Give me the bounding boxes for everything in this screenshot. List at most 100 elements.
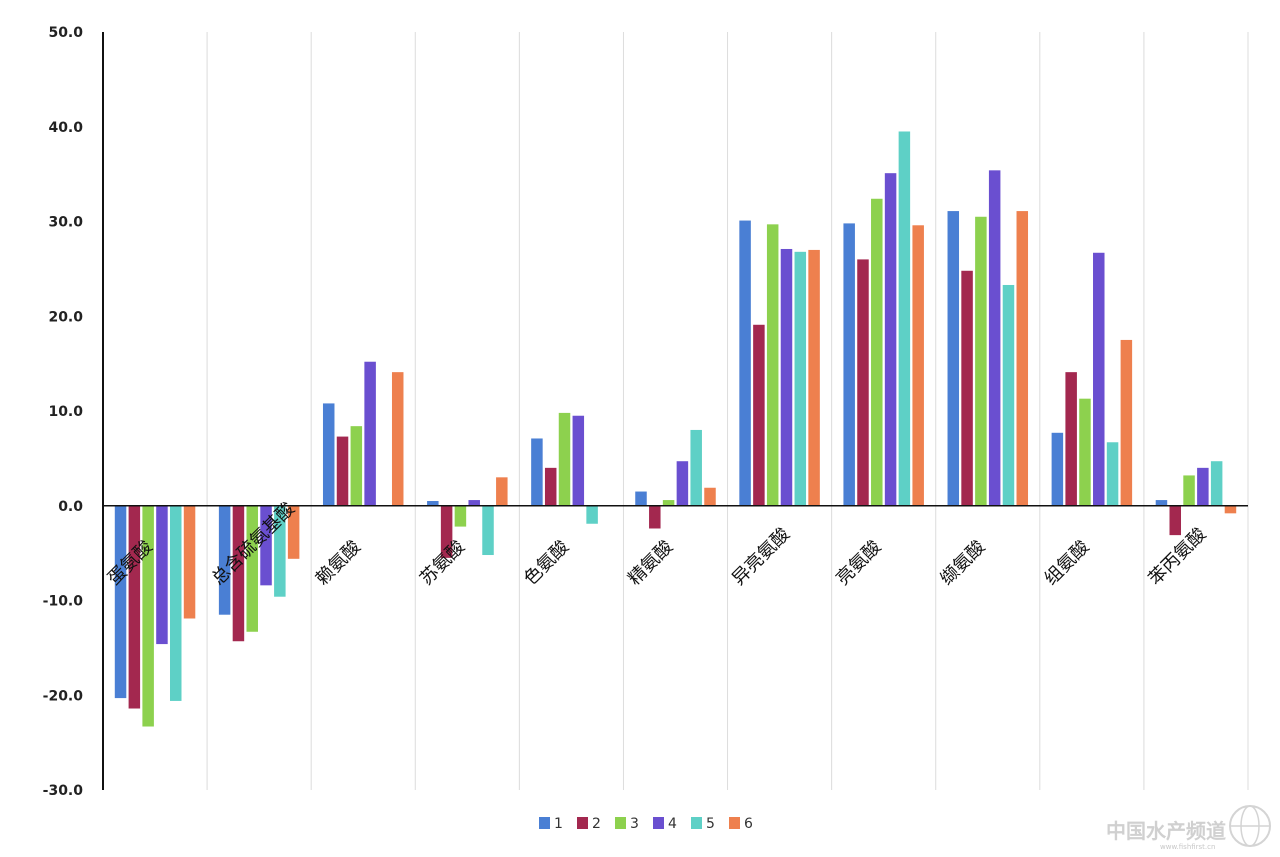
bar bbox=[391, 372, 404, 506]
y-tick-label: 10.0 bbox=[48, 404, 83, 420]
bar bbox=[544, 467, 557, 506]
bar bbox=[1079, 398, 1091, 506]
bar bbox=[843, 223, 855, 506]
bar bbox=[898, 131, 911, 506]
bar bbox=[260, 505, 272, 586]
bar bbox=[1065, 372, 1077, 506]
bar bbox=[1120, 339, 1133, 506]
x-category-label: 亮氨酸 bbox=[832, 537, 885, 590]
bar bbox=[156, 505, 168, 645]
y-tick-label: 20.0 bbox=[48, 309, 83, 325]
bar bbox=[482, 505, 494, 556]
y-tick-label: -30.0 bbox=[43, 783, 84, 799]
bar bbox=[322, 403, 335, 506]
bar bbox=[884, 173, 897, 506]
bar bbox=[988, 170, 1001, 506]
bar bbox=[1106, 442, 1119, 506]
bar bbox=[1224, 505, 1237, 514]
bar bbox=[912, 225, 924, 506]
bar bbox=[232, 505, 245, 642]
bar bbox=[1051, 432, 1064, 506]
axes bbox=[102, 32, 1248, 790]
legend-swatch bbox=[577, 817, 588, 829]
bar bbox=[218, 505, 231, 615]
bar bbox=[676, 461, 689, 506]
bar bbox=[558, 412, 571, 506]
bar bbox=[690, 429, 702, 506]
y-tick-label: 50.0 bbox=[48, 25, 83, 41]
x-category-label: 组氨酸 bbox=[1041, 537, 1094, 590]
bar bbox=[947, 211, 960, 506]
legend-label: 6 bbox=[744, 816, 753, 832]
bar bbox=[871, 198, 883, 506]
bar bbox=[635, 491, 647, 506]
y-tick-label: 0.0 bbox=[58, 499, 83, 515]
bar bbox=[975, 216, 987, 506]
watermark-url: www.fishfirst.cn bbox=[1160, 843, 1215, 851]
bar bbox=[1210, 461, 1223, 506]
bar bbox=[364, 361, 376, 506]
watermark: 中国水产频道 www.fishfirst.cn bbox=[1106, 805, 1271, 851]
bar bbox=[427, 501, 439, 506]
bar bbox=[739, 220, 751, 506]
legend-swatch bbox=[615, 817, 626, 829]
bar bbox=[794, 251, 807, 506]
bar bbox=[572, 415, 585, 506]
legend-swatch bbox=[691, 817, 702, 829]
grid-lines bbox=[206, 32, 1249, 790]
y-tick-label: 40.0 bbox=[48, 120, 83, 136]
bar bbox=[440, 505, 453, 558]
bar bbox=[287, 505, 300, 559]
bar bbox=[662, 500, 675, 506]
bar bbox=[961, 270, 973, 506]
bar bbox=[1016, 211, 1029, 506]
bar bbox=[1197, 467, 1209, 506]
bar bbox=[766, 224, 779, 506]
bar bbox=[274, 505, 286, 597]
y-tick-label: -10.0 bbox=[43, 594, 84, 610]
x-category-label: 赖氨酸 bbox=[312, 537, 365, 590]
bar bbox=[704, 487, 716, 506]
bar bbox=[128, 505, 141, 709]
bar bbox=[246, 505, 258, 632]
legend-label: 1 bbox=[554, 816, 563, 832]
x-category-label: 精氨酸 bbox=[624, 537, 677, 590]
legend-label: 4 bbox=[668, 816, 677, 832]
bar bbox=[454, 505, 467, 527]
bar bbox=[531, 438, 543, 506]
legend: 1 2 3 4 5 6 bbox=[539, 816, 753, 832]
legend-label: 2 bbox=[592, 816, 601, 832]
bar bbox=[1093, 252, 1105, 506]
bar bbox=[142, 505, 154, 727]
bar bbox=[114, 505, 127, 699]
watermark-text: 中国水产频道 bbox=[1106, 819, 1226, 843]
legend-swatch bbox=[729, 817, 740, 829]
y-axis-ticks: 50.0 40.0 30.0 20.0 10.0 0.0 -10.0 -20.0 -30.0 bbox=[43, 25, 84, 799]
legend-swatch bbox=[653, 817, 664, 829]
bar bbox=[1169, 505, 1182, 536]
bar bbox=[1002, 284, 1015, 506]
bar bbox=[808, 249, 820, 506]
bar bbox=[496, 477, 508, 506]
bar bbox=[1155, 500, 1168, 506]
y-tick-label: -20.0 bbox=[43, 688, 84, 704]
legend-label: 5 bbox=[706, 816, 715, 832]
legend-swatch bbox=[539, 817, 550, 829]
bar bbox=[649, 505, 661, 529]
bar bbox=[183, 505, 196, 619]
bar bbox=[857, 259, 869, 506]
bar bbox=[1183, 475, 1195, 506]
bars bbox=[114, 131, 1237, 727]
bar bbox=[780, 248, 793, 506]
legend-label: 3 bbox=[630, 816, 639, 832]
x-category-label: 色氨酸 bbox=[520, 537, 573, 590]
x-category-label: 缬氨酸 bbox=[936, 537, 989, 590]
bar bbox=[753, 324, 765, 506]
bar bbox=[350, 426, 363, 506]
bar bbox=[468, 500, 480, 506]
bar bbox=[586, 505, 598, 524]
bar bbox=[336, 436, 349, 506]
y-tick-label: 30.0 bbox=[48, 215, 83, 231]
bar bbox=[169, 505, 182, 701]
